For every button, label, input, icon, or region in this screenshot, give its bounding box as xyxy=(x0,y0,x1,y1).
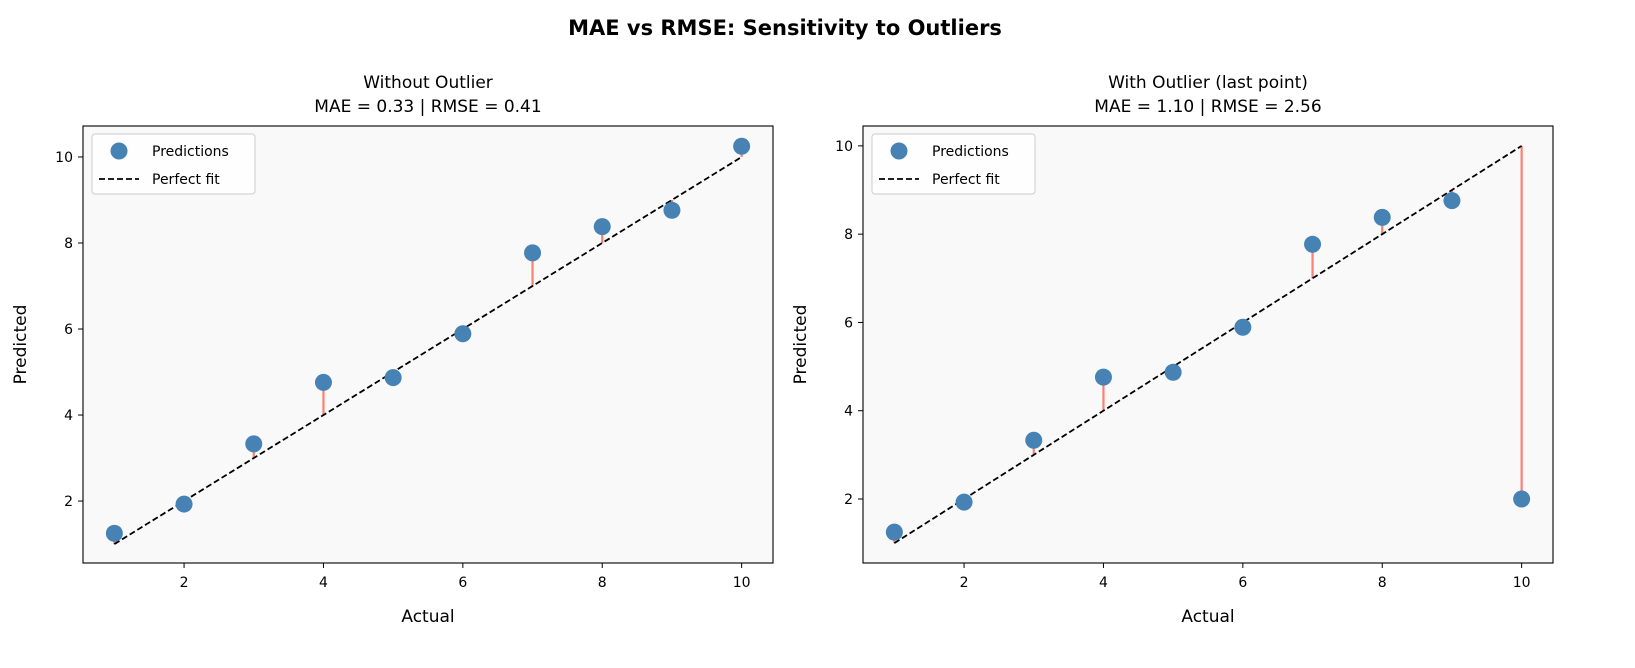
y-tick-label: 6 xyxy=(64,322,73,338)
prediction-point xyxy=(885,523,903,541)
subplot-title-line: MAE = 0.33 | RMSE = 0.41 xyxy=(314,97,541,117)
x-tick-label: 4 xyxy=(319,575,328,591)
prediction-point xyxy=(955,493,973,511)
legend-box xyxy=(91,133,256,195)
x-tick-label: 6 xyxy=(458,575,467,591)
x-tick-label: 8 xyxy=(1378,575,1387,591)
legend: Predictions Perfect fit xyxy=(91,133,256,195)
y-axis-label: Predicted xyxy=(11,305,31,385)
y-tick-label: 4 xyxy=(64,408,73,424)
subplot-title-line: With Outlier (last point) xyxy=(1108,73,1308,93)
legend-label-perfect-fit: Perfect fit xyxy=(152,172,220,188)
prediction-point xyxy=(1234,318,1252,336)
subplot-1: Without Outlier MAE = 0.33 | RMSE = 0.41 2… xyxy=(11,73,774,627)
prediction-point xyxy=(524,244,542,262)
prediction-point xyxy=(663,201,681,219)
x-axis-label: Actual xyxy=(1181,607,1234,627)
legend-box xyxy=(871,133,1036,195)
prediction-point xyxy=(593,218,611,236)
perfect-fit-line xyxy=(893,145,1523,544)
x-tick-label: 10 xyxy=(733,575,751,591)
subplot-title-line: MAE = 1.10 | RMSE = 2.56 xyxy=(1094,97,1321,117)
y-tick-label: 10 xyxy=(55,150,73,166)
y-tick-label: 4 xyxy=(844,404,853,420)
subplot-title-line: Without Outlier xyxy=(363,73,493,93)
x-tick-label: 2 xyxy=(180,575,189,591)
legend-label-perfect-fit: Perfect fit xyxy=(932,172,1000,188)
prediction-point xyxy=(245,435,263,453)
x-axis-label: Actual xyxy=(401,607,454,627)
y-tick-label: 10 xyxy=(835,139,853,155)
y-tick-label: 8 xyxy=(64,236,73,252)
legend-label-predictions: Predictions xyxy=(152,144,229,160)
x-tick-label: 6 xyxy=(1238,575,1247,591)
prediction-point xyxy=(105,524,123,542)
figure-suptitle: MAE vs RMSE: Sensitivity to Outliers xyxy=(568,16,1002,40)
legend-label-predictions: Predictions xyxy=(932,144,1009,160)
plot-area xyxy=(83,126,773,563)
prediction-point xyxy=(175,495,193,513)
prediction-point xyxy=(1164,363,1182,381)
axes-frame xyxy=(862,125,1554,564)
y-tick-label: 8 xyxy=(844,227,853,243)
x-tick-label: 2 xyxy=(960,575,969,591)
legend-marker-predictions xyxy=(110,142,128,160)
prediction-point xyxy=(384,369,402,387)
prediction-point xyxy=(1513,490,1531,508)
legend: Predictions Perfect fit xyxy=(871,133,1036,195)
x-tick-label: 8 xyxy=(598,575,607,591)
prediction-point xyxy=(1443,192,1461,210)
prediction-point xyxy=(1025,431,1043,449)
x-tick-label: 10 xyxy=(1513,575,1531,591)
prediction-point xyxy=(1094,368,1112,386)
axes-frame xyxy=(82,125,774,564)
prediction-point xyxy=(1304,235,1322,253)
legend-marker-predictions xyxy=(890,142,908,160)
perfect-fit-line xyxy=(113,156,743,545)
y-tick-label: 6 xyxy=(844,315,853,331)
prediction-point xyxy=(454,325,472,343)
prediction-point xyxy=(1373,208,1391,226)
y-axis-label: Predicted xyxy=(791,305,811,385)
prediction-point xyxy=(733,137,751,155)
x-tick-label: 4 xyxy=(1099,575,1108,591)
subplot-2: With Outlier (last point) MAE = 1.10 | RM… xyxy=(791,73,1554,627)
y-tick-label: 2 xyxy=(844,492,853,508)
y-tick-label: 2 xyxy=(64,494,73,510)
prediction-point xyxy=(314,373,332,391)
